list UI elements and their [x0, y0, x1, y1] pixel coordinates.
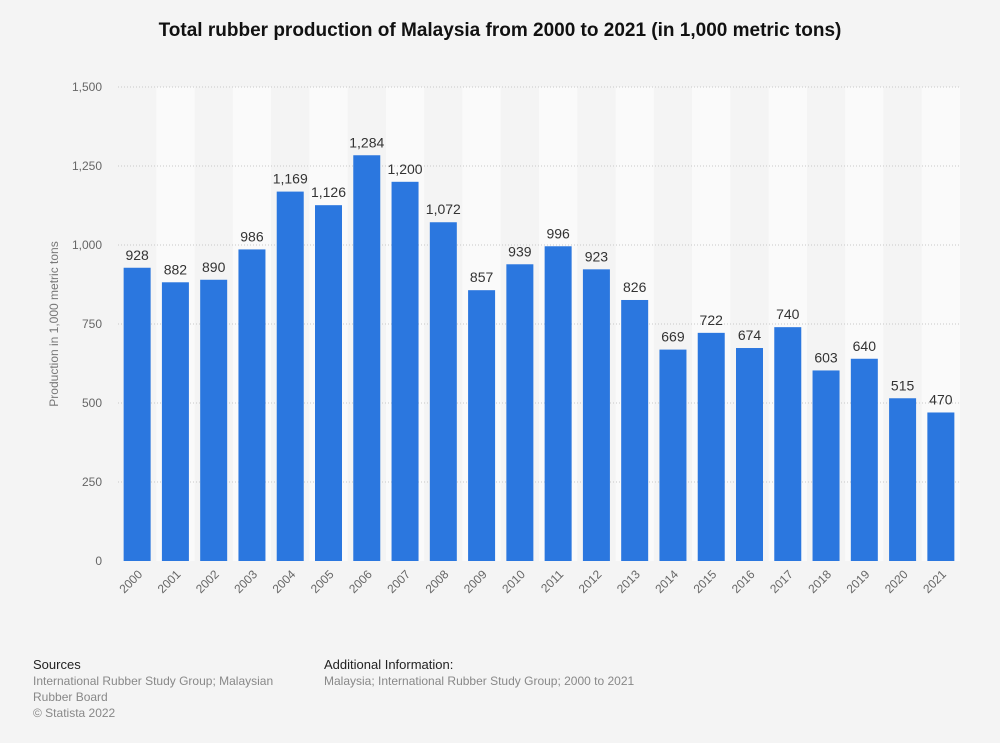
y-axis-title: Production in 1,000 metric tons [47, 241, 61, 406]
y-tick-label: 1,500 [72, 80, 102, 94]
data-label: 1,200 [388, 161, 423, 177]
x-tick-label: 2011 [538, 567, 566, 595]
bar [353, 155, 381, 562]
x-tick-label: 2007 [384, 567, 413, 596]
x-tick-label: 2004 [270, 567, 299, 596]
data-label: 515 [891, 377, 915, 393]
x-tick-label: 2002 [193, 567, 222, 596]
x-tick-label: 2009 [461, 567, 490, 596]
data-label: 1,284 [349, 134, 384, 150]
bar [812, 370, 840, 561]
data-label: 740 [776, 306, 800, 322]
y-tick-label: 250 [82, 475, 102, 489]
y-tick-label: 750 [82, 317, 102, 331]
data-label: 722 [700, 312, 724, 328]
bar [276, 191, 304, 561]
bar [429, 222, 457, 562]
x-tick-label: 2017 [767, 567, 796, 596]
x-tick-label: 2012 [576, 567, 605, 596]
data-label: 669 [661, 329, 685, 345]
data-label: 674 [738, 327, 762, 343]
x-tick-label: 2005 [308, 567, 337, 596]
data-label: 939 [508, 243, 532, 259]
additional-info-heading: Additional Information: [324, 657, 454, 672]
bar [736, 348, 763, 561]
bar [582, 269, 610, 561]
data-label: 1,072 [426, 201, 461, 217]
bar [391, 181, 419, 562]
y-tick-label: 1,250 [72, 159, 102, 173]
bar [774, 327, 802, 561]
x-tick-label: 2001 [155, 567, 184, 596]
data-label: 826 [623, 279, 647, 295]
x-tick-label: 2015 [691, 567, 720, 596]
data-label: 928 [125, 247, 149, 263]
data-label: 986 [240, 228, 264, 244]
data-label: 857 [470, 269, 494, 285]
x-tick-label: 2006 [346, 567, 375, 596]
bar [468, 290, 496, 561]
sources-heading: Sources [33, 657, 81, 672]
bar [200, 279, 228, 561]
data-label: 882 [164, 261, 188, 277]
x-tick-label: 2016 [729, 567, 758, 596]
x-tick-label: 2008 [423, 567, 452, 596]
y-tick-label: 1,000 [72, 238, 102, 252]
data-label: 923 [585, 248, 609, 264]
additional-info-text: Malaysia; International Rubber Study Gro… [324, 674, 635, 688]
x-tick-label: 2014 [652, 567, 681, 596]
bar [123, 267, 151, 561]
x-tick-label: 2019 [844, 567, 873, 596]
data-label: 640 [853, 338, 877, 354]
y-tick-label: 500 [82, 396, 102, 410]
sources-text-line1: International Rubber Study Group; Malays… [33, 674, 274, 688]
x-tick-label: 2021 [920, 567, 949, 596]
x-tick-label: 2013 [614, 567, 643, 596]
x-tick-label: 2010 [499, 567, 528, 596]
y-tick-label: 0 [95, 554, 102, 568]
bar [889, 398, 917, 561]
data-label: 1,169 [273, 171, 308, 187]
bar [315, 205, 342, 561]
bar [238, 249, 266, 561]
data-label: 890 [202, 259, 226, 275]
copyright: © Statista 2022 [33, 706, 116, 720]
sources-block: Sources International Rubber Study Group… [33, 657, 298, 721]
bar [927, 412, 955, 561]
bar [697, 332, 725, 561]
data-label: 470 [929, 391, 953, 407]
bar [850, 358, 878, 561]
sources-text-line2: Rubber Board [33, 690, 108, 704]
data-label: 996 [546, 225, 570, 241]
x-tick-label: 2020 [882, 567, 911, 596]
bar [161, 282, 189, 561]
data-label: 1,126 [311, 184, 346, 200]
x-tick-label: 2018 [805, 567, 834, 596]
bar [506, 264, 534, 561]
bar [659, 349, 687, 561]
data-label: 603 [814, 349, 838, 365]
bar [621, 299, 649, 561]
additional-info-block: Additional Information: Malaysia; Intern… [324, 657, 724, 689]
chart-title: Total rubber production of Malaysia from… [158, 20, 842, 41]
bar-chart: 0 250 500 750 1,000 1,250 1,500 Production in 1… [47, 80, 960, 596]
x-tick-label: 2003 [231, 567, 260, 596]
x-tick-label: 2000 [116, 567, 145, 596]
bar [544, 246, 572, 561]
